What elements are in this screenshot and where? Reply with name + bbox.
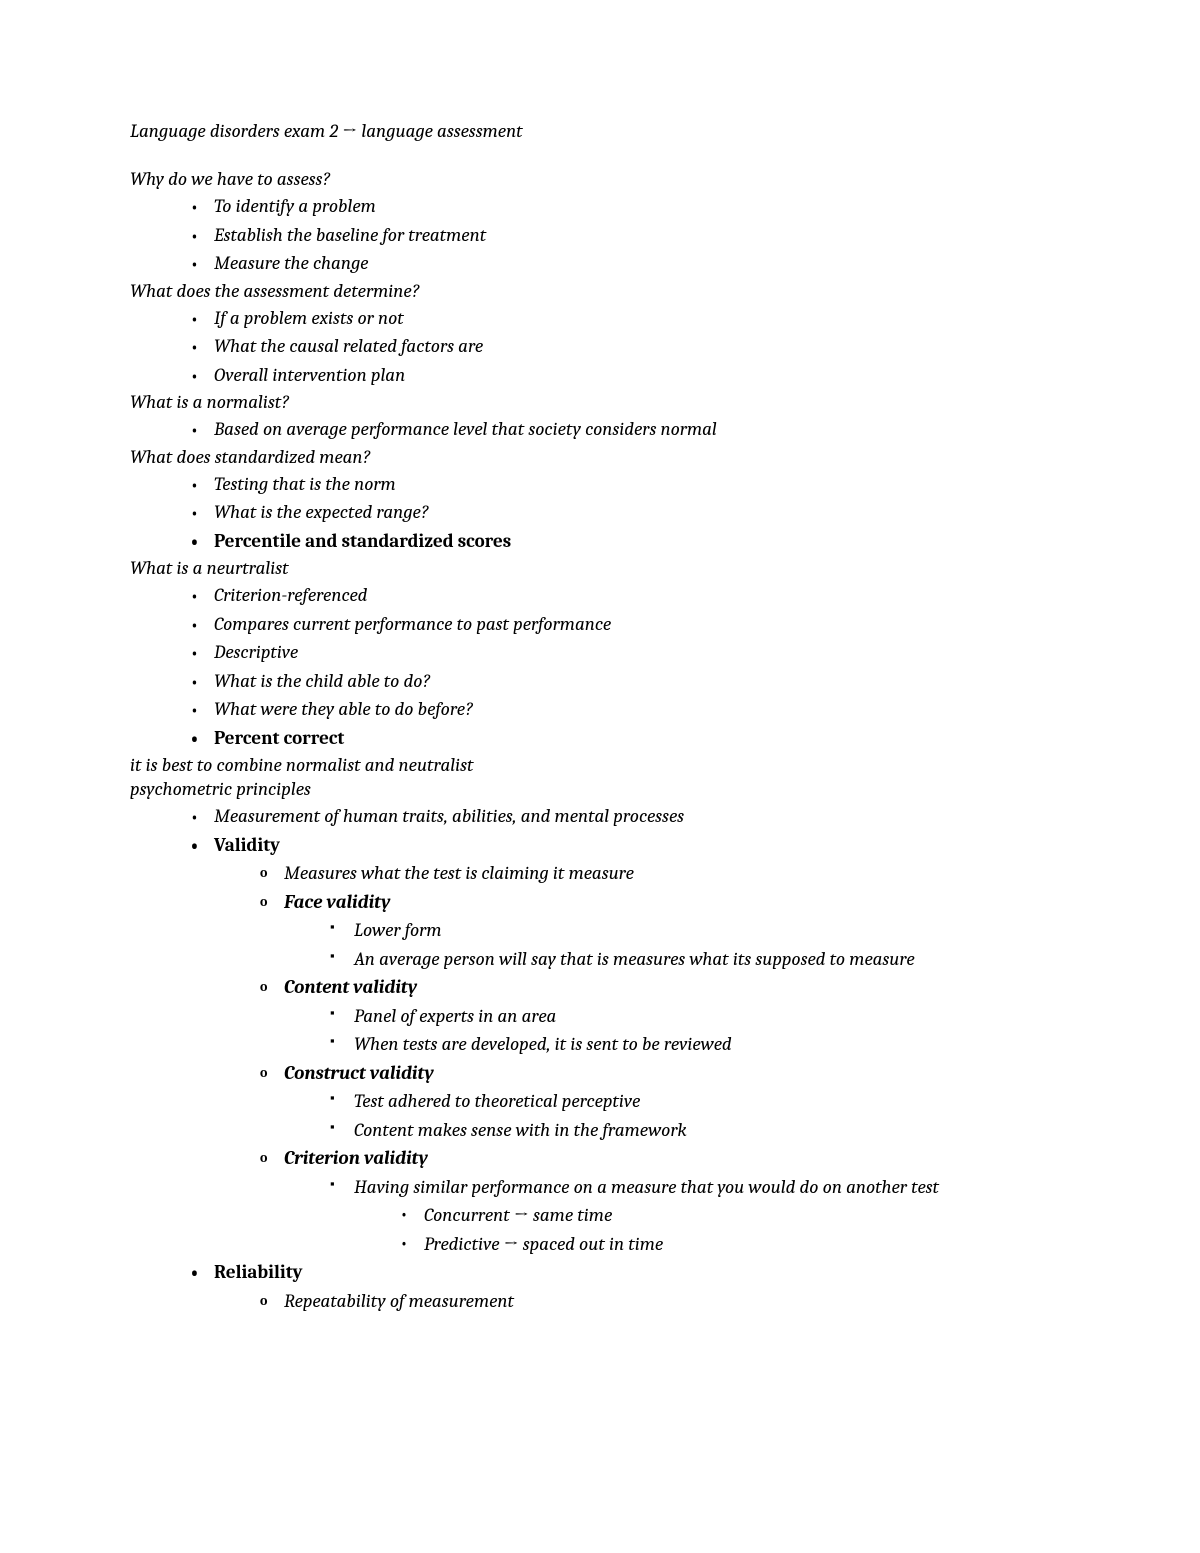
list-item: An average person will say that is measu… — [330, 945, 1070, 974]
bullet-list: Based on average performance level that … — [130, 415, 1070, 444]
section-heading: Why do we have to assess? — [130, 168, 1070, 190]
list-item: Lower form — [330, 916, 1070, 945]
list-item: Based on average performance level that … — [190, 415, 1070, 444]
list-item: Panel of experts in an area — [330, 1002, 1070, 1031]
list-item: Establish the baseline for treatment — [190, 221, 1070, 250]
section-heading: What is a normalist? — [130, 391, 1070, 413]
list-item-bold-italic: Content validity Panel of experts in an … — [260, 973, 1070, 1059]
bullet-list: Criterion-referenced Compares current pe… — [130, 581, 1070, 752]
list-item-bold: Reliability Repeatability of measurement — [190, 1258, 1070, 1315]
paragraph-line: psychometric principles — [130, 778, 1070, 800]
list-item: Overall intervention plan — [190, 361, 1070, 390]
list-item: What the causal related factors are — [190, 332, 1070, 361]
list-item: Having similar performance on a measure … — [330, 1173, 1070, 1259]
list-item: Compares current performance to past per… — [190, 610, 1070, 639]
list-item: Repeatability of measurement — [260, 1287, 1070, 1316]
list-item: What is the expected range? — [190, 498, 1070, 527]
sub-sub-list: Test adhered to theoretical perceptive C… — [284, 1087, 1070, 1144]
list-item: What is the child able to do? — [190, 667, 1070, 696]
list-item-bold: Percentile and standardized scores — [190, 527, 1070, 556]
bullet-list: To identify a problem Establish the base… — [130, 192, 1070, 278]
list-item: What were they able to do before? — [190, 695, 1070, 724]
list-item: Measures what the test is claiming it me… — [260, 859, 1070, 888]
list-item: If a problem exists or not — [190, 304, 1070, 333]
list-item: Measure the change — [190, 249, 1070, 278]
bullet-list: Testing that is the norm What is the exp… — [130, 470, 1070, 556]
list-item-bold-italic: Criterion validity Having similar perfor… — [260, 1144, 1070, 1258]
list-item: Content makes sense with in the framewor… — [330, 1116, 1070, 1145]
list-item-bold-italic: Face validity Lower form An average pers… — [260, 888, 1070, 974]
list-item: Measurement of human traits, abilities, … — [190, 802, 1070, 831]
list-item: Testing that is the norm — [190, 470, 1070, 499]
sub-sub-list: Panel of experts in an area When tests a… — [284, 1002, 1070, 1059]
list-item: Concurrent → same time — [400, 1201, 1070, 1230]
section-heading: What does the assessment determine? — [130, 280, 1070, 302]
sub-sub-list: Lower form An average person will say th… — [284, 916, 1070, 973]
sub-list: Measures what the test is claiming it me… — [214, 859, 1070, 1258]
section-heading: What is a neurtralist — [130, 557, 1070, 579]
bullet-list: Measurement of human traits, abilities, … — [130, 802, 1070, 1315]
list-item: Test adhered to theoretical perceptive — [330, 1087, 1070, 1116]
list-item: When tests are developed, it is sent to … — [330, 1030, 1070, 1059]
list-item: Descriptive — [190, 638, 1070, 667]
paragraph-line: it is best to combine normalist and neut… — [130, 754, 1070, 776]
list-item: Predictive → spaced out in time — [400, 1230, 1070, 1259]
sub-list: Repeatability of measurement — [214, 1287, 1070, 1316]
sub-sub-sub-list: Concurrent → same time Predictive → spac… — [354, 1201, 1070, 1258]
list-item-bold-italic: Construct validity Test adhered to theor… — [260, 1059, 1070, 1145]
list-item-bold: Validity Measures what the test is claim… — [190, 831, 1070, 1259]
section-heading: What does standardized mean? — [130, 446, 1070, 468]
list-item-bold: Percent correct — [190, 724, 1070, 753]
document-title: Language disorders exam 2 → language ass… — [130, 120, 1070, 142]
bullet-list: If a problem exists or not What the caus… — [130, 304, 1070, 390]
sub-sub-list: Having similar performance on a measure … — [284, 1173, 1070, 1259]
list-item: To identify a problem — [190, 192, 1070, 221]
list-item: Criterion-referenced — [190, 581, 1070, 610]
